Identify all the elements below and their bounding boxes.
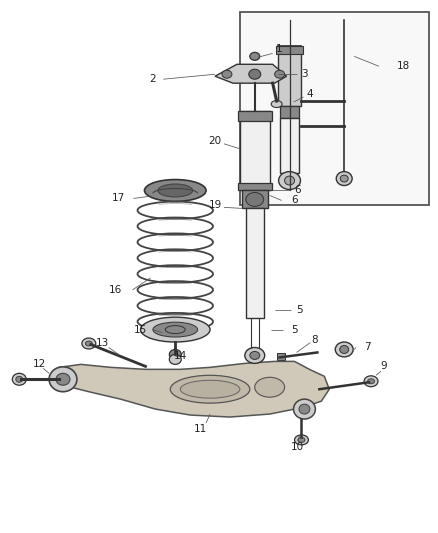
Bar [278, 46, 301, 106]
Ellipse shape [367, 379, 374, 384]
Ellipse shape [85, 341, 92, 346]
Bar [279, 118, 300, 173]
Text: 5: 5 [296, 305, 303, 314]
Ellipse shape [249, 69, 261, 79]
Text: 6: 6 [294, 185, 301, 196]
Ellipse shape [285, 176, 294, 185]
Text: 10: 10 [291, 442, 304, 452]
Ellipse shape [364, 376, 378, 387]
Text: 16: 16 [109, 285, 122, 295]
Text: 3: 3 [301, 69, 308, 79]
Polygon shape [215, 64, 286, 83]
Bar [240, 12, 429, 205]
Ellipse shape [141, 317, 210, 342]
Ellipse shape [294, 435, 308, 445]
Text: 7: 7 [364, 343, 371, 352]
Ellipse shape [82, 338, 96, 349]
Ellipse shape [56, 373, 70, 385]
Ellipse shape [250, 52, 260, 60]
Bar [238, 182, 272, 190]
Text: 18: 18 [397, 61, 410, 71]
Ellipse shape [12, 373, 26, 385]
Text: 15: 15 [134, 325, 147, 335]
Ellipse shape [246, 192, 264, 206]
Text: 2: 2 [149, 74, 156, 84]
Bar [242, 190, 268, 208]
Text: 1: 1 [276, 44, 283, 54]
Ellipse shape [299, 404, 310, 414]
Text: 17: 17 [112, 193, 125, 204]
Ellipse shape [255, 377, 285, 397]
Text: 8: 8 [311, 335, 318, 344]
Ellipse shape [271, 101, 282, 108]
Ellipse shape [158, 184, 193, 197]
Ellipse shape [153, 322, 198, 337]
Polygon shape [51, 361, 329, 417]
Bar [238, 111, 272, 121]
Bar [276, 46, 304, 54]
Ellipse shape [170, 350, 181, 359]
Ellipse shape [49, 367, 77, 392]
Ellipse shape [336, 172, 352, 185]
Text: 13: 13 [96, 337, 110, 348]
Text: 5: 5 [291, 325, 298, 335]
Text: 19: 19 [208, 200, 222, 211]
Ellipse shape [180, 380, 240, 398]
Text: 12: 12 [32, 359, 46, 369]
Ellipse shape [335, 342, 353, 357]
Ellipse shape [293, 399, 315, 419]
Bar [277, 353, 285, 360]
Bar [246, 208, 264, 318]
Text: 14: 14 [173, 351, 187, 361]
Ellipse shape [165, 326, 185, 334]
Bar [240, 111, 270, 190]
Text: 20: 20 [208, 136, 222, 146]
Ellipse shape [340, 345, 349, 353]
Text: 11: 11 [194, 424, 207, 434]
Ellipse shape [279, 172, 300, 190]
Bar [279, 106, 300, 118]
Ellipse shape [222, 70, 232, 78]
Text: 6: 6 [291, 196, 298, 205]
Text: 9: 9 [381, 361, 387, 372]
Ellipse shape [275, 70, 285, 78]
Ellipse shape [145, 180, 206, 201]
Text: 4: 4 [306, 89, 313, 99]
Ellipse shape [170, 354, 181, 365]
Ellipse shape [245, 348, 265, 364]
Ellipse shape [250, 351, 260, 359]
Ellipse shape [16, 376, 23, 382]
Ellipse shape [170, 375, 250, 403]
Ellipse shape [340, 175, 348, 182]
Ellipse shape [298, 438, 305, 442]
